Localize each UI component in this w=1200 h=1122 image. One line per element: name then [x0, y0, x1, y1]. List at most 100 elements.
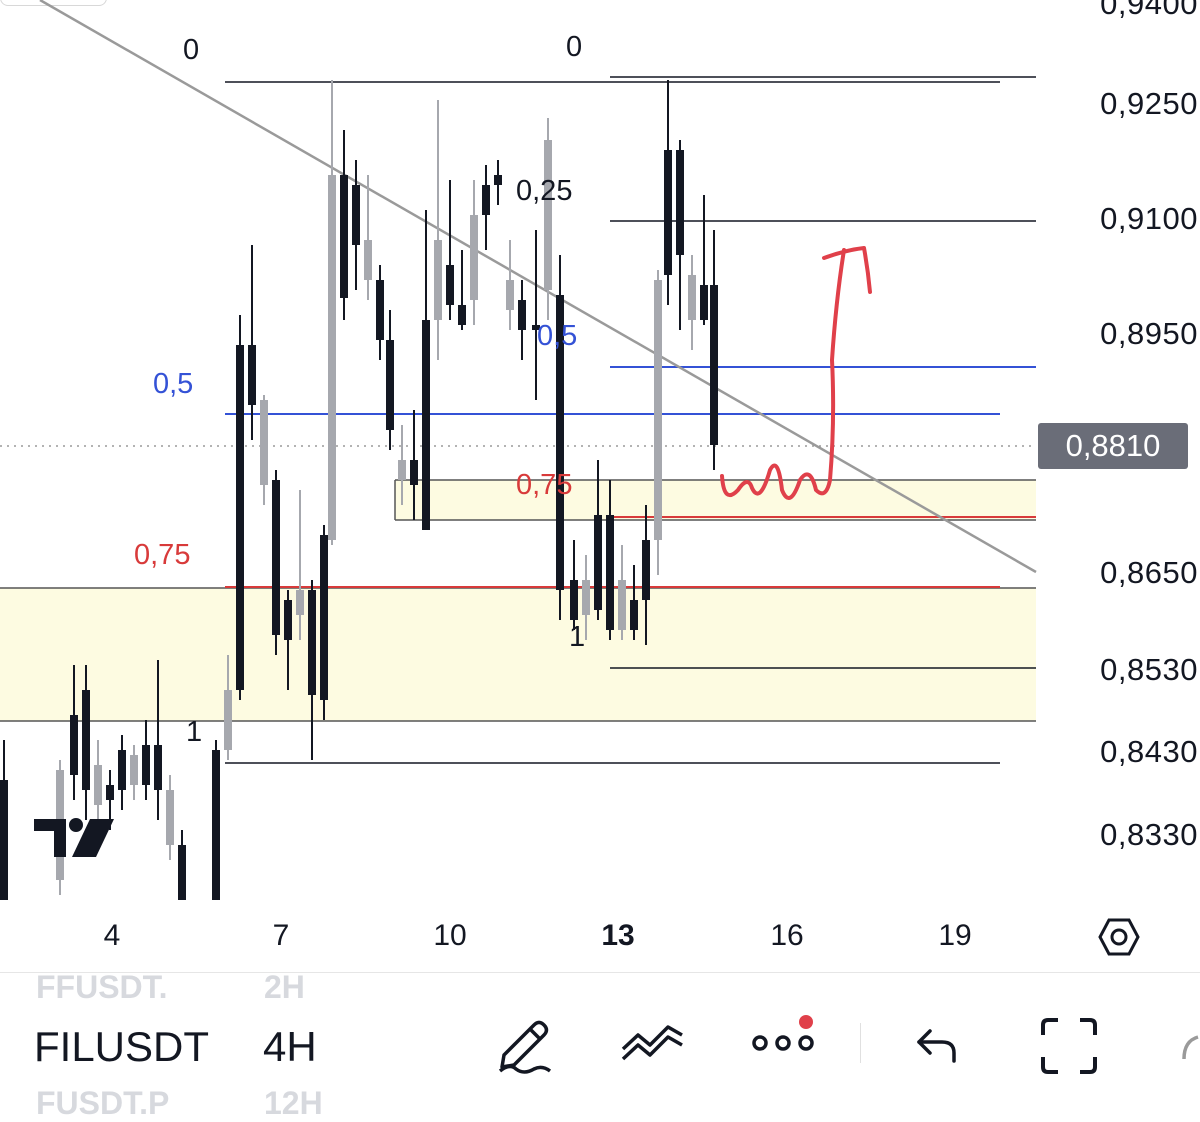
price-label: 0,8950 — [1100, 316, 1198, 351]
candle-body — [364, 240, 372, 280]
trendline — [39, 0, 1037, 574]
timeframe-prev[interactable]: 2H — [264, 969, 305, 1005]
time-label: 19 — [938, 919, 972, 952]
candle-body — [154, 745, 162, 790]
candle-body — [544, 140, 552, 290]
candle-body — [458, 305, 466, 325]
annotation-squiggle — [720, 248, 846, 500]
fib-left-label-0: 0 — [183, 34, 200, 66]
time-axis[interactable]: 4 7 10 13 16 19 — [0, 905, 1200, 970]
pen-icon[interactable] — [494, 1013, 554, 1075]
candle-body — [482, 185, 490, 215]
time-label-highlighted: 13 — [601, 919, 635, 952]
time-label: 10 — [433, 919, 467, 952]
candle-body — [224, 690, 232, 750]
fullscreen-icon[interactable] — [1040, 1017, 1098, 1075]
fib-right-label-05: 0,5 — [537, 320, 578, 352]
notification-dot-icon — [799, 1015, 813, 1029]
candle-body — [296, 590, 304, 615]
candle-body — [260, 400, 268, 485]
tradingview-logo-icon — [34, 818, 114, 857]
candle-body — [606, 515, 614, 630]
candle-body — [70, 715, 78, 775]
candle-body — [212, 750, 220, 900]
candle-body — [422, 320, 430, 530]
price-label: 0,8650 — [1100, 555, 1198, 590]
candle-body — [142, 745, 150, 785]
candle-body — [284, 600, 292, 640]
settings-icon[interactable] — [1098, 917, 1140, 957]
candle-body — [398, 460, 406, 480]
fib-right-label-025: 0,25 — [516, 175, 573, 207]
candle-body — [654, 280, 662, 540]
time-label: 4 — [103, 919, 121, 952]
candle-body — [556, 295, 564, 590]
chart-area[interactable]: 0,9400 0,9250 0,9100 0,8950 0,8810 0,865… — [0, 0, 1200, 900]
candle-body — [494, 175, 502, 185]
candle-body — [352, 185, 360, 245]
candle-body — [700, 285, 708, 320]
candle-body — [106, 785, 114, 800]
candle-body — [272, 480, 280, 635]
fib-left-label-05: 0,5 — [153, 368, 194, 400]
toolbar-divider — [0, 972, 1200, 973]
candle-body — [618, 580, 626, 630]
candle-body — [570, 580, 578, 620]
fib-right-label-0: 0 — [566, 31, 583, 63]
time-label: 16 — [770, 919, 804, 952]
candle-body — [676, 150, 684, 255]
symbol-next[interactable]: FUSDT.P — [36, 1085, 170, 1121]
candle-body — [664, 150, 672, 275]
candle-body — [410, 460, 418, 485]
candle-body — [376, 280, 384, 340]
candle-body — [94, 765, 102, 805]
timeframe-next[interactable]: 12H — [264, 1085, 323, 1121]
partial-icon[interactable] — [1178, 1033, 1200, 1073]
symbol-current[interactable]: FILUSDT — [34, 1023, 210, 1070]
bottom-toolbar: FFUSDT. FILUSDT FUSDT.P 2H 4H 12H — [0, 969, 1200, 1121]
fib-right-label-075: 0,75 — [516, 469, 573, 501]
candle-body — [130, 755, 138, 785]
candle-body — [518, 300, 526, 330]
price-label: 0,9100 — [1100, 201, 1198, 236]
current-price-badge: 0,8810 — [1038, 423, 1188, 469]
price-label-top: 0,9400 — [1100, 0, 1198, 21]
price-label: 0,8530 — [1100, 652, 1198, 687]
candlestick-chart[interactable] — [0, 0, 1200, 900]
fib-right-label-1: 1 — [569, 621, 586, 653]
fib-left-label-075: 0,75 — [134, 539, 191, 571]
candle-body — [688, 275, 696, 320]
time-label: 7 — [272, 919, 290, 952]
candle-body — [532, 325, 540, 330]
price-label: 0,8330 — [1100, 817, 1198, 852]
candle-body — [82, 690, 90, 790]
candle-body — [642, 540, 650, 600]
candle-body — [0, 780, 8, 900]
candle-body — [340, 175, 348, 298]
candle-body — [178, 845, 186, 900]
candle-body — [630, 600, 638, 630]
trend-lines-icon[interactable] — [620, 1023, 686, 1063]
fib-left-label-1: 1 — [186, 716, 203, 748]
undo-icon[interactable] — [914, 1025, 960, 1065]
more-dots-icon[interactable] — [752, 1013, 818, 1057]
candle-body — [118, 750, 126, 790]
demand-zone-right — [395, 480, 1036, 520]
candle-body — [582, 580, 590, 615]
candle-body — [470, 215, 478, 300]
candle-body — [594, 515, 602, 610]
price-label: 0,8430 — [1100, 734, 1198, 769]
candle-body — [710, 285, 718, 445]
candle-body — [236, 345, 244, 690]
candle-body — [320, 535, 328, 700]
candle-body — [166, 790, 174, 845]
candle-body — [386, 340, 394, 430]
candle-body — [328, 175, 336, 540]
annotation-arrowhead — [822, 246, 872, 294]
symbol-prev[interactable]: FFUSDT. — [36, 969, 168, 1005]
price-label: 0,9250 — [1100, 86, 1198, 121]
candle-body — [434, 240, 442, 320]
candle-body — [308, 590, 316, 695]
timeframe-current[interactable]: 4H — [263, 1023, 317, 1070]
candle-body — [248, 345, 256, 405]
